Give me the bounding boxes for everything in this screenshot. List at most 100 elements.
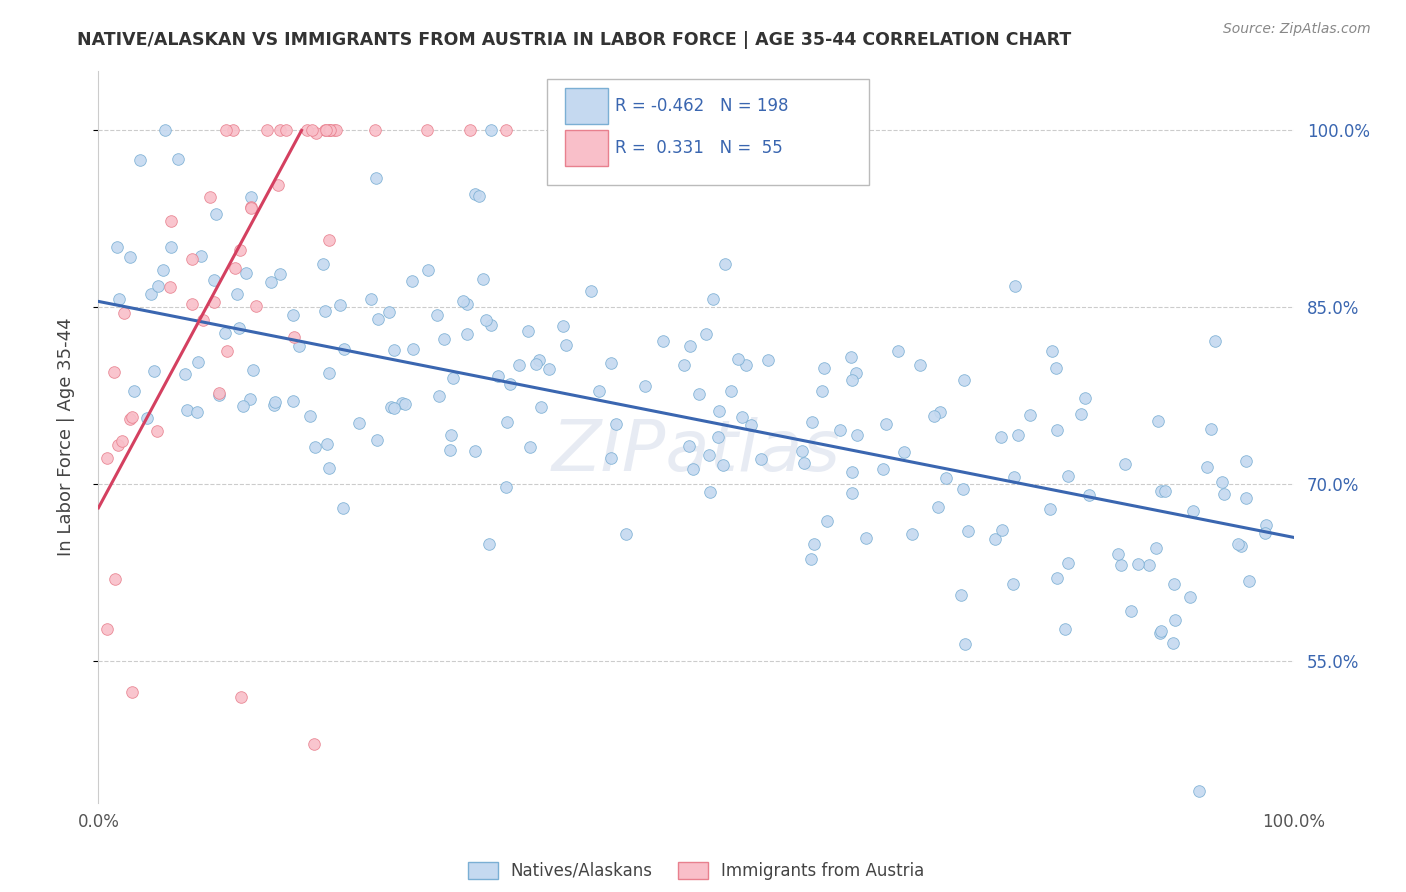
Point (841, 465, 863, 479)
Point (953, 373, 976, 387)
Point (1147, 414, 1170, 428)
Point (1002, 577, 1025, 591)
Point (471, 271, 494, 285)
Point (893, 445, 915, 459)
Point (1109, 558, 1132, 573)
Point (600, 451, 623, 466)
Point (886, 343, 908, 358)
Point (224, 261, 246, 276)
Point (935, 471, 957, 485)
Point (839, 350, 862, 364)
Point (495, 480, 517, 494)
Point (479, 318, 502, 332)
Point (1150, 624, 1173, 638)
Point (1212, 487, 1234, 501)
Point (121, 685, 143, 699)
Point (1254, 526, 1277, 541)
Point (800, 552, 823, 566)
Point (841, 486, 863, 500)
Point (104, 572, 127, 586)
Point (922, 409, 945, 424)
Point (142, 364, 165, 378)
Point (333, 342, 356, 356)
Point (855, 532, 877, 546)
Point (464, 186, 486, 201)
Point (263, 398, 285, 412)
Point (176, 402, 198, 417)
Point (623, 123, 645, 137)
Point (229, 690, 252, 704)
Point (800, 416, 823, 430)
Point (239, 392, 262, 406)
Y-axis label: In Labor Force | Age 35-44: In Labor Force | Age 35-44 (56, 318, 75, 557)
Point (416, 123, 439, 137)
Point (720, 384, 742, 399)
Point (281, 308, 304, 322)
Point (1234, 454, 1257, 468)
Point (478, 537, 501, 551)
Point (678, 439, 700, 453)
Point (537, 362, 560, 376)
Point (984, 532, 1007, 546)
Point (366, 433, 388, 447)
Point (295, 123, 318, 137)
Point (1057, 469, 1080, 483)
Text: R = -0.462   N = 198: R = -0.462 N = 198 (614, 96, 789, 115)
Point (107, 293, 129, 307)
Point (1056, 556, 1078, 570)
Point (1070, 408, 1092, 422)
Point (735, 358, 758, 372)
Point (245, 299, 267, 313)
Point (105, 240, 128, 254)
Point (118, 250, 141, 264)
Point (605, 123, 627, 137)
Point (614, 527, 637, 541)
Point (1150, 483, 1173, 498)
Point (529, 352, 551, 367)
Point (167, 152, 190, 166)
Point (208, 388, 231, 402)
Point (1004, 278, 1026, 293)
Point (841, 373, 863, 387)
Point (524, 357, 547, 371)
Point (530, 401, 553, 415)
Point (190, 249, 212, 263)
Point (136, 411, 159, 425)
Point (173, 367, 195, 381)
Point (756, 353, 779, 368)
Point (96, 622, 118, 636)
Text: NATIVE/ALASKAN VS IMMIGRANTS FROM AUSTRIA IN LABOR FORCE | AGE 35-44 CORRELATION: NATIVE/ALASKAN VS IMMIGRANTS FROM AUSTRI… (77, 31, 1071, 49)
Point (956, 524, 979, 538)
Point (418, 263, 440, 277)
Text: R =  0.331   N =  55: R = 0.331 N = 55 (614, 139, 783, 157)
Point (1144, 541, 1167, 555)
Point (451, 294, 474, 309)
Point (928, 405, 950, 419)
Point (264, 395, 287, 409)
Point (159, 239, 181, 253)
Point (1182, 504, 1205, 518)
Point (274, 123, 297, 137)
Point (377, 305, 399, 319)
Point (242, 363, 264, 377)
Point (1149, 626, 1171, 640)
Point (1107, 547, 1129, 561)
Point (792, 123, 814, 137)
Point (682, 462, 704, 476)
Point (714, 257, 737, 271)
Point (1154, 484, 1177, 499)
Point (159, 280, 181, 294)
Point (652, 334, 675, 348)
Point (727, 351, 749, 366)
Point (439, 442, 461, 457)
Point (181, 252, 204, 267)
Point (927, 500, 949, 515)
Point (793, 456, 815, 470)
Point (440, 428, 463, 442)
Point (845, 366, 868, 380)
Point (1007, 428, 1029, 442)
Point (129, 153, 152, 167)
Point (1126, 557, 1149, 571)
Point (711, 458, 734, 472)
Point (288, 339, 311, 353)
